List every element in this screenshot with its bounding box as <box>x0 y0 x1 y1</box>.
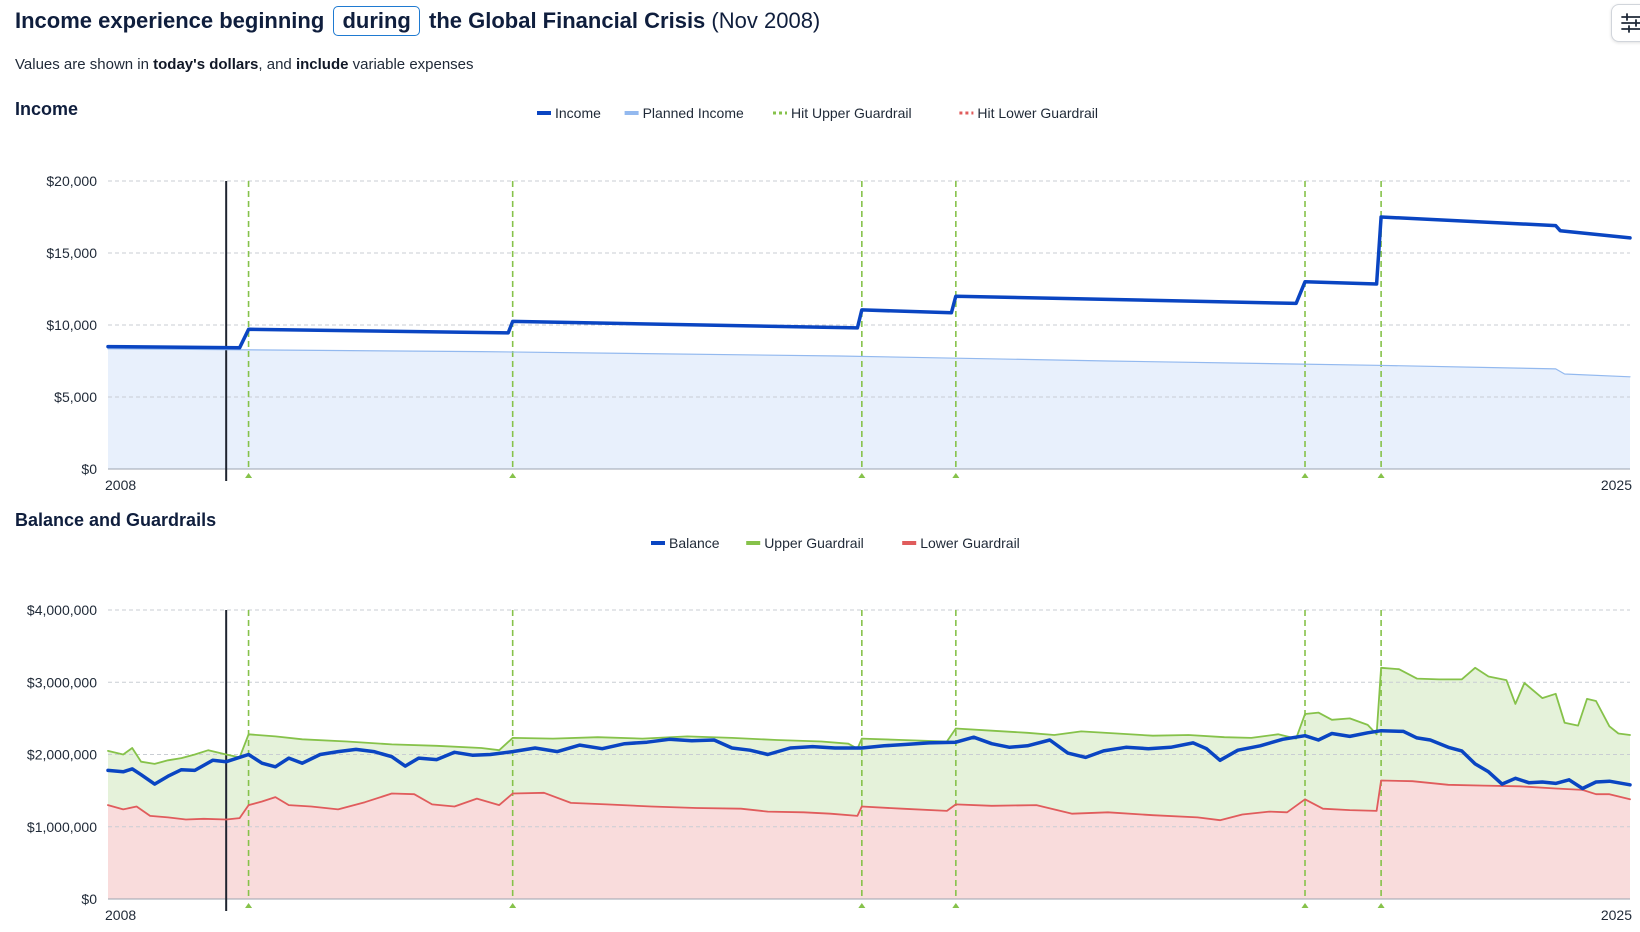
legend-item: Balance <box>651 535 720 551</box>
sliders-icon <box>1621 13 1640 33</box>
guardrail-hit-marker <box>245 473 253 478</box>
legend-label: Hit Lower Guardrail <box>977 105 1098 121</box>
guardrail-hit-marker <box>1377 903 1385 908</box>
legend-label: Lower Guardrail <box>920 535 1020 551</box>
timing-selector[interactable]: during <box>333 6 420 36</box>
guardrail-hit-marker <box>952 903 960 908</box>
settings-button[interactable] <box>1611 4 1640 42</box>
legend-item: Income <box>537 105 601 121</box>
guardrail-hit-marker <box>509 903 517 908</box>
y-tick-label: $2,000,000 <box>27 747 97 763</box>
legend-item: Planned Income <box>624 105 744 121</box>
title-date: (Nov 2008) <box>711 8 821 33</box>
guardrail-hit-marker <box>509 473 517 478</box>
x-tick-label: 2025 <box>1601 477 1632 493</box>
y-tick-label: $0 <box>81 891 97 907</box>
y-tick-label: $4,000,000 <box>27 602 97 618</box>
y-tick-label: $20,000 <box>46 173 97 189</box>
legend-item: Hit Lower Guardrail <box>959 105 1098 121</box>
subtitle-dollars: today's dollars <box>153 56 259 73</box>
upper-guardrail-line <box>107 666 1631 765</box>
subtitle-include: include <box>295 56 349 73</box>
balance-chart-title: Balance and Guardrails <box>15 510 217 530</box>
income-line <box>106 215 1632 350</box>
legend-label: Income <box>555 105 601 121</box>
income-chart: $0 $5,000 $10,000 $15,000 $20,000 2008 2025 Inc… <box>46 105 1632 493</box>
guardrail-hit-marker <box>952 473 960 478</box>
guardrail-hit-marker <box>858 473 866 478</box>
income-chart-title: Income <box>15 99 79 119</box>
y-tick-label: $0 <box>81 461 97 477</box>
guardrail-hit-marker <box>858 903 866 908</box>
planned-income-line <box>107 348 1631 378</box>
lower-guardrail-line <box>107 779 1631 822</box>
subtitle: Values are shown in today's dollars, and… <box>15 56 474 73</box>
legend-label: Planned Income <box>643 105 744 121</box>
lower-guardrail-area <box>108 780 1630 899</box>
y-tick-label: $1,000,000 <box>27 819 97 835</box>
y-tick-label: $15,000 <box>46 245 97 261</box>
guardrail-hit-marker <box>1377 473 1385 478</box>
legend-item: Lower Guardrail <box>902 535 1020 551</box>
balance-chart: $0 $1,000,000 $2,000,000 $3,000,000 $4,000,0… <box>27 535 1632 923</box>
page-title: Income experience beginning during the G… <box>15 6 820 36</box>
legend-item: Hit Upper Guardrail <box>773 105 912 121</box>
legend-label: Hit Upper Guardrail <box>791 105 912 121</box>
legend-label: Upper Guardrail <box>764 535 864 551</box>
y-tick-label: $5,000 <box>54 389 97 405</box>
guardrail-hit-marker <box>245 903 253 908</box>
subtitle-text-2: , and <box>258 56 296 73</box>
y-tick-label: $10,000 <box>46 317 97 333</box>
legend-label: Balance <box>669 535 720 551</box>
x-tick-label: 2025 <box>1601 907 1632 923</box>
title-prefix: Income experience beginning <box>15 8 325 33</box>
guardrail-hit-marker <box>1301 903 1309 908</box>
y-tick-label: $3,000,000 <box>27 674 97 690</box>
legend-item: Upper Guardrail <box>746 535 864 551</box>
guardrail-hit-marker <box>1301 473 1309 478</box>
x-tick-label: 2008 <box>105 477 136 493</box>
planned-income-area <box>108 348 1630 469</box>
x-tick-label: 2008 <box>105 907 136 923</box>
subtitle-text-1: Values are shown in <box>15 56 154 73</box>
balance-line <box>106 728 1632 791</box>
title-event: the Global Financial Crisis <box>429 8 706 33</box>
subtitle-text-3: variable expenses <box>348 56 474 73</box>
